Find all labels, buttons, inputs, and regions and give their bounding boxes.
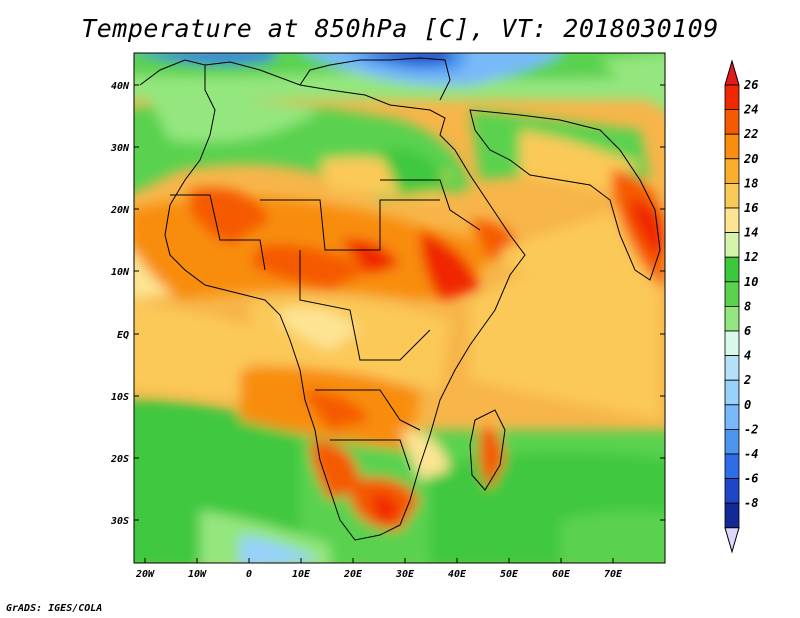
lon-label: 70E bbox=[604, 569, 623, 580]
lat-label: 30N bbox=[110, 143, 130, 154]
colorbar-bottom-arrow bbox=[724, 527, 740, 554]
temperature-field bbox=[134, 53, 665, 563]
colorbar-label: 10 bbox=[744, 275, 758, 289]
colorbar-label: 22 bbox=[743, 127, 758, 141]
lon-label: 30E bbox=[395, 569, 415, 580]
page-title: Temperature at 850hPa [C], VT: 201803010… bbox=[81, 14, 719, 43]
lon-ticks bbox=[144, 558, 614, 563]
colorbar-label: 6 bbox=[744, 324, 751, 338]
lat-ticks bbox=[134, 84, 665, 521]
colorbar-swatch bbox=[724, 158, 740, 184]
colorbar-label: 20 bbox=[743, 152, 758, 166]
lon-label: 50E bbox=[500, 569, 519, 580]
colorbar-label: 12 bbox=[744, 250, 758, 264]
colorbar-label: 14 bbox=[744, 226, 758, 240]
colorbar-label: 8 bbox=[744, 299, 751, 313]
colorbar-swatch bbox=[724, 305, 740, 332]
colorbar-label: 2 bbox=[743, 373, 751, 387]
lat-labels: 40N 30N 20N 10N EQ 10S 20S 30S bbox=[110, 81, 130, 527]
colorbar-label: 24 bbox=[743, 103, 758, 117]
colorbar-label: 16 bbox=[744, 201, 758, 215]
colorbar-swatch bbox=[724, 232, 740, 258]
colorbar-swatch bbox=[724, 478, 740, 504]
colorbar-swatch bbox=[724, 281, 740, 307]
colorbar-label: -2 bbox=[744, 422, 758, 436]
colorbar-swatch bbox=[724, 330, 740, 357]
colorbar-swatch bbox=[724, 355, 740, 381]
colorbar-swatch bbox=[724, 404, 740, 430]
lat-label: 20S bbox=[110, 454, 129, 465]
colorbar-swatch bbox=[724, 256, 740, 283]
lat-label: 20N bbox=[110, 205, 130, 216]
colorbar-swatch bbox=[724, 453, 740, 480]
lon-label: 10E bbox=[292, 569, 311, 580]
colorbar-swatch bbox=[724, 379, 740, 406]
lon-label: 0 bbox=[246, 569, 252, 580]
lat-label: 10N bbox=[111, 267, 130, 278]
lon-label: 20W bbox=[135, 569, 155, 580]
colorbar-swatch bbox=[724, 428, 740, 455]
colorbar-swatch bbox=[724, 182, 740, 209]
colorbar-label: 0 bbox=[744, 398, 751, 412]
lon-label: 20E bbox=[343, 569, 363, 580]
colorbar-swatch bbox=[724, 133, 740, 160]
lon-label: 60E bbox=[552, 569, 571, 580]
colorbar-label: -4 bbox=[744, 447, 758, 461]
lat-label: 30S bbox=[110, 516, 129, 527]
grads-credit: GrADS: IGES/COLA bbox=[6, 603, 103, 614]
lat-label: EQ bbox=[117, 330, 129, 341]
colorbar-swatch bbox=[724, 207, 740, 234]
colorbar-top-arrow bbox=[724, 59, 740, 86]
colorbar-swatch bbox=[724, 502, 740, 529]
colorbar-label: 18 bbox=[744, 176, 758, 190]
lon-label: 40E bbox=[448, 569, 467, 580]
lat-label: 40N bbox=[111, 81, 130, 92]
colorbar-label: 4 bbox=[744, 349, 751, 363]
map-frame bbox=[133, 52, 666, 564]
colorbar-label: -6 bbox=[744, 472, 758, 486]
colorbar-swatch bbox=[724, 109, 740, 135]
colorbar-swatch bbox=[724, 84, 740, 111]
lat-label: 10S bbox=[111, 392, 129, 403]
colorbar-label: -8 bbox=[744, 496, 758, 510]
colorbar-label: 26 bbox=[743, 78, 758, 92]
lon-label: 10W bbox=[188, 569, 207, 580]
coastlines bbox=[139, 57, 661, 541]
lon-labels: 20W 10W 0 10E 20E 30E 40E 50E 60E 70E bbox=[135, 569, 623, 580]
